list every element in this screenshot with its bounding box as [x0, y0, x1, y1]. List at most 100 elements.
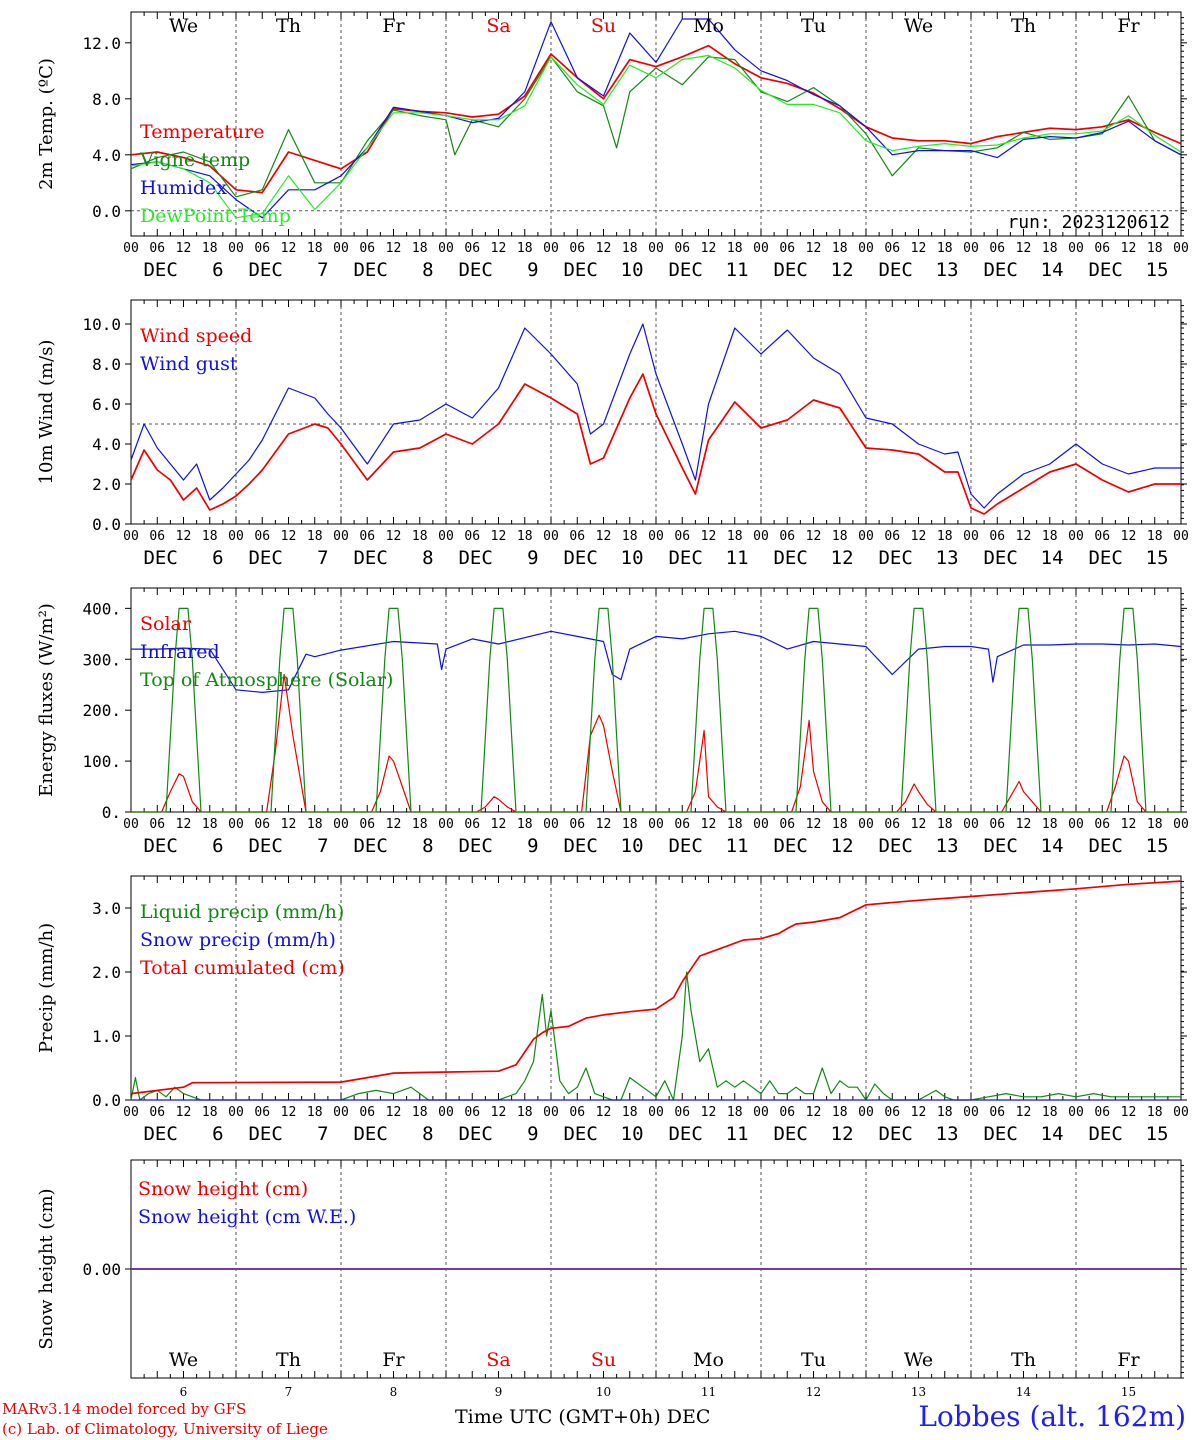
hour-tick-label: 00	[1068, 817, 1084, 832]
hour-tick-label: 18	[1042, 241, 1058, 256]
legend-label: Wind gust	[140, 353, 238, 375]
y-tick-label: 0.00	[82, 1260, 121, 1279]
hour-tick-label: 06	[779, 529, 795, 544]
date-label: DEC 8	[353, 1123, 433, 1145]
legend-label: Liquid precip (mm/h)	[140, 901, 344, 923]
weekday-label: Sa	[486, 15, 510, 37]
hour-tick-label: 00	[438, 817, 454, 832]
series-line	[130, 56, 1182, 198]
date-label: DEC 9	[458, 1123, 538, 1145]
date-label: DEC 13	[878, 547, 958, 569]
hour-tick-label: 12	[386, 817, 402, 832]
hour-tick-label: 00	[858, 241, 874, 256]
hour-tick-label: 00	[1173, 241, 1189, 256]
date-label: DEC 10	[563, 835, 643, 857]
credit-line-2: (c) Lab. of Climatology, University of L…	[2, 1420, 328, 1438]
hour-tick-label: 06	[359, 241, 375, 256]
hour-tick-label: 18	[517, 817, 533, 832]
weekday-label: We	[904, 1349, 933, 1371]
hour-tick-label: 00	[1173, 1105, 1189, 1120]
hour-tick-label: 00	[858, 529, 874, 544]
date-label: DEC 13	[878, 1123, 958, 1145]
date-label: DEC 6	[143, 1123, 223, 1145]
date-label: DEC 14	[983, 259, 1063, 281]
weekday-label: Th	[1011, 1349, 1036, 1371]
hour-tick-label: 18	[1042, 1105, 1058, 1120]
date-label: DEC 9	[458, 259, 538, 281]
weekday-label: Mo	[693, 15, 724, 37]
hour-tick-label: 18	[727, 817, 743, 832]
hour-tick-label: 18	[937, 817, 953, 832]
hour-tick-label: 06	[149, 1105, 165, 1120]
weekday-label: Mo	[693, 1349, 724, 1371]
hour-tick-label: 06	[884, 529, 900, 544]
date-label: DEC 7	[248, 547, 328, 569]
hour-tick-label: 12	[386, 241, 402, 256]
hour-tick-label: 00	[753, 241, 769, 256]
date-label: DEC 9	[458, 835, 538, 857]
date-label: DEC 12	[773, 1123, 853, 1145]
y-axis-title: 10m Wind (m/s)	[36, 340, 57, 485]
hour-tick-label: 00	[438, 529, 454, 544]
y-tick-label: 100.	[82, 752, 121, 771]
y-tick-label: 200.	[82, 701, 121, 720]
hour-tick-label: 12	[491, 817, 507, 832]
series-line	[130, 323, 1181, 509]
hour-tick-label: 18	[1147, 241, 1163, 256]
hour-tick-label: 00	[648, 241, 664, 256]
hour-tick-label: 12	[1016, 241, 1032, 256]
y-tick-label: 1.0	[92, 1027, 121, 1046]
hour-tick-label: 12	[911, 529, 927, 544]
hour-tick-label: 18	[1042, 529, 1058, 544]
y-tick-label: 12.0	[82, 34, 121, 53]
hour-tick-label: 12	[1121, 817, 1137, 832]
legend-label: DewPoint Temp	[140, 205, 291, 227]
station-name: Lobbes (alt. 162m)	[918, 1400, 1186, 1433]
hour-tick-label: 18	[412, 241, 428, 256]
hour-tick-label: 06	[254, 529, 270, 544]
hour-tick-label: 12	[596, 1105, 612, 1120]
hour-tick-label: 12	[1016, 817, 1032, 832]
panel-1: 0.0 4.0 8.0 12.0 2m Temp. (ºC) Temperature Vig…	[36, 11, 1189, 281]
series-line	[130, 44, 1182, 194]
day-number-label: 12	[806, 1385, 821, 1399]
y-tick-label: 8.0	[92, 355, 121, 374]
hour-tick-label: 18	[622, 817, 638, 832]
legend-label: Wind speed	[140, 325, 252, 347]
y-tick-label: 0.0	[92, 202, 121, 221]
hour-tick-label: 06	[674, 817, 690, 832]
hour-tick-label: 06	[884, 241, 900, 256]
weekday-label: Fr	[382, 1349, 405, 1371]
hour-tick-label: 12	[701, 1105, 717, 1120]
hour-tick-label: 18	[832, 817, 848, 832]
hour-tick-label: 12	[806, 817, 822, 832]
hour-tick-label: 12	[281, 241, 297, 256]
date-label: DEC 11	[668, 835, 748, 857]
hour-tick-label: 12	[176, 1105, 192, 1120]
y-tick-label: 300.	[82, 650, 121, 669]
panel-4: 0.0 1.0 2.0 3.0 Precip (mm/h) Liquid precip (…	[36, 875, 1189, 1145]
date-label: DEC 15	[1088, 835, 1168, 857]
hour-tick-label: 06	[464, 529, 480, 544]
hour-tick-label: 18	[1042, 817, 1058, 832]
hour-tick-label: 06	[674, 1105, 690, 1120]
legend-label: Solar	[140, 613, 192, 635]
series-line	[130, 373, 1181, 515]
hour-tick-label: 18	[202, 817, 218, 832]
hour-tick-label: 12	[176, 241, 192, 256]
hour-tick-label: 12	[281, 1105, 297, 1120]
hour-tick-label: 00	[1068, 1105, 1084, 1120]
hour-tick-label: 12	[911, 241, 927, 256]
hour-tick-label: 12	[596, 241, 612, 256]
hour-tick-label: 06	[254, 1105, 270, 1120]
hour-tick-label: 18	[937, 1105, 953, 1120]
date-label: DEC 11	[668, 1123, 748, 1145]
weekday-label: Sa	[486, 1349, 510, 1371]
hour-tick-label: 00	[333, 529, 349, 544]
hour-tick-label: 00	[228, 1105, 244, 1120]
hour-tick-label: 00	[963, 241, 979, 256]
day-number-label: 10	[596, 1385, 611, 1399]
hour-tick-label: 18	[412, 1105, 428, 1120]
date-label: DEC 10	[563, 259, 643, 281]
